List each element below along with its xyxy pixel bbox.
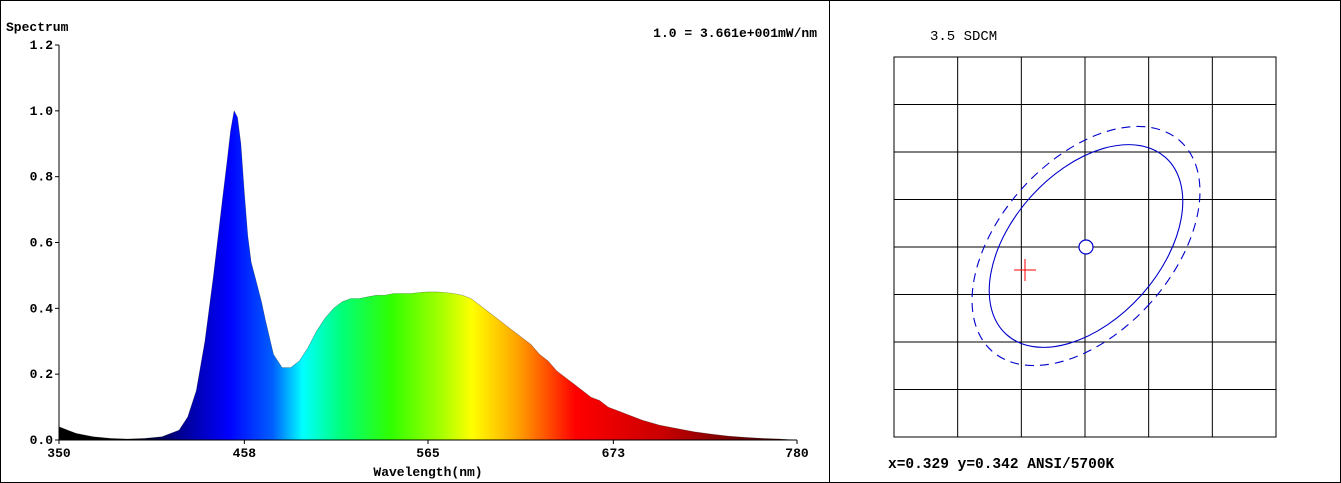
y-tick-label: 0.0 — [30, 433, 54, 448]
x-tick-label: 780 — [785, 446, 809, 461]
spectrum-y-ticks: 0.0 0.2 0.4 0.6 0.8 1.0 1.2 — [30, 38, 59, 448]
spectrum-x-label: Wavelength(nm) — [373, 465, 482, 480]
y-tick-label: 0.2 — [30, 367, 54, 382]
y-tick-label: 1.0 — [30, 104, 54, 119]
x-tick-label: 673 — [602, 446, 626, 461]
y-tick-label: 1.2 — [30, 38, 54, 53]
spectrum-area — [59, 110, 797, 441]
spectrum-x-ticks: 350 458 565 673 780 — [47, 440, 809, 461]
y-tick-label: 0.4 — [30, 301, 54, 316]
spectrum-scale-note: 1.0 = 3.661e+001mW/nm — [653, 26, 817, 41]
y-tick-label: 0.6 — [30, 236, 54, 251]
target-point — [1078, 239, 1094, 255]
x-tick-label: 350 — [47, 446, 71, 461]
x-tick-label: 565 — [416, 446, 440, 461]
x-tick-label: 458 — [233, 446, 257, 461]
sdcm-ellipse-inner — [988, 144, 1184, 348]
spectrum-curve — [58, 109, 798, 441]
chromaticity-readout: x=0.329 y=0.342 ANSI/5700K — [888, 457, 1115, 473]
sdcm-ellipse-outer — [971, 125, 1201, 367]
spectrum-title: Spectrum — [6, 20, 69, 35]
measured-point — [1014, 259, 1036, 281]
y-tick-label: 0.8 — [30, 170, 54, 185]
sdcm-title: 3.5 SDCM — [930, 29, 997, 45]
